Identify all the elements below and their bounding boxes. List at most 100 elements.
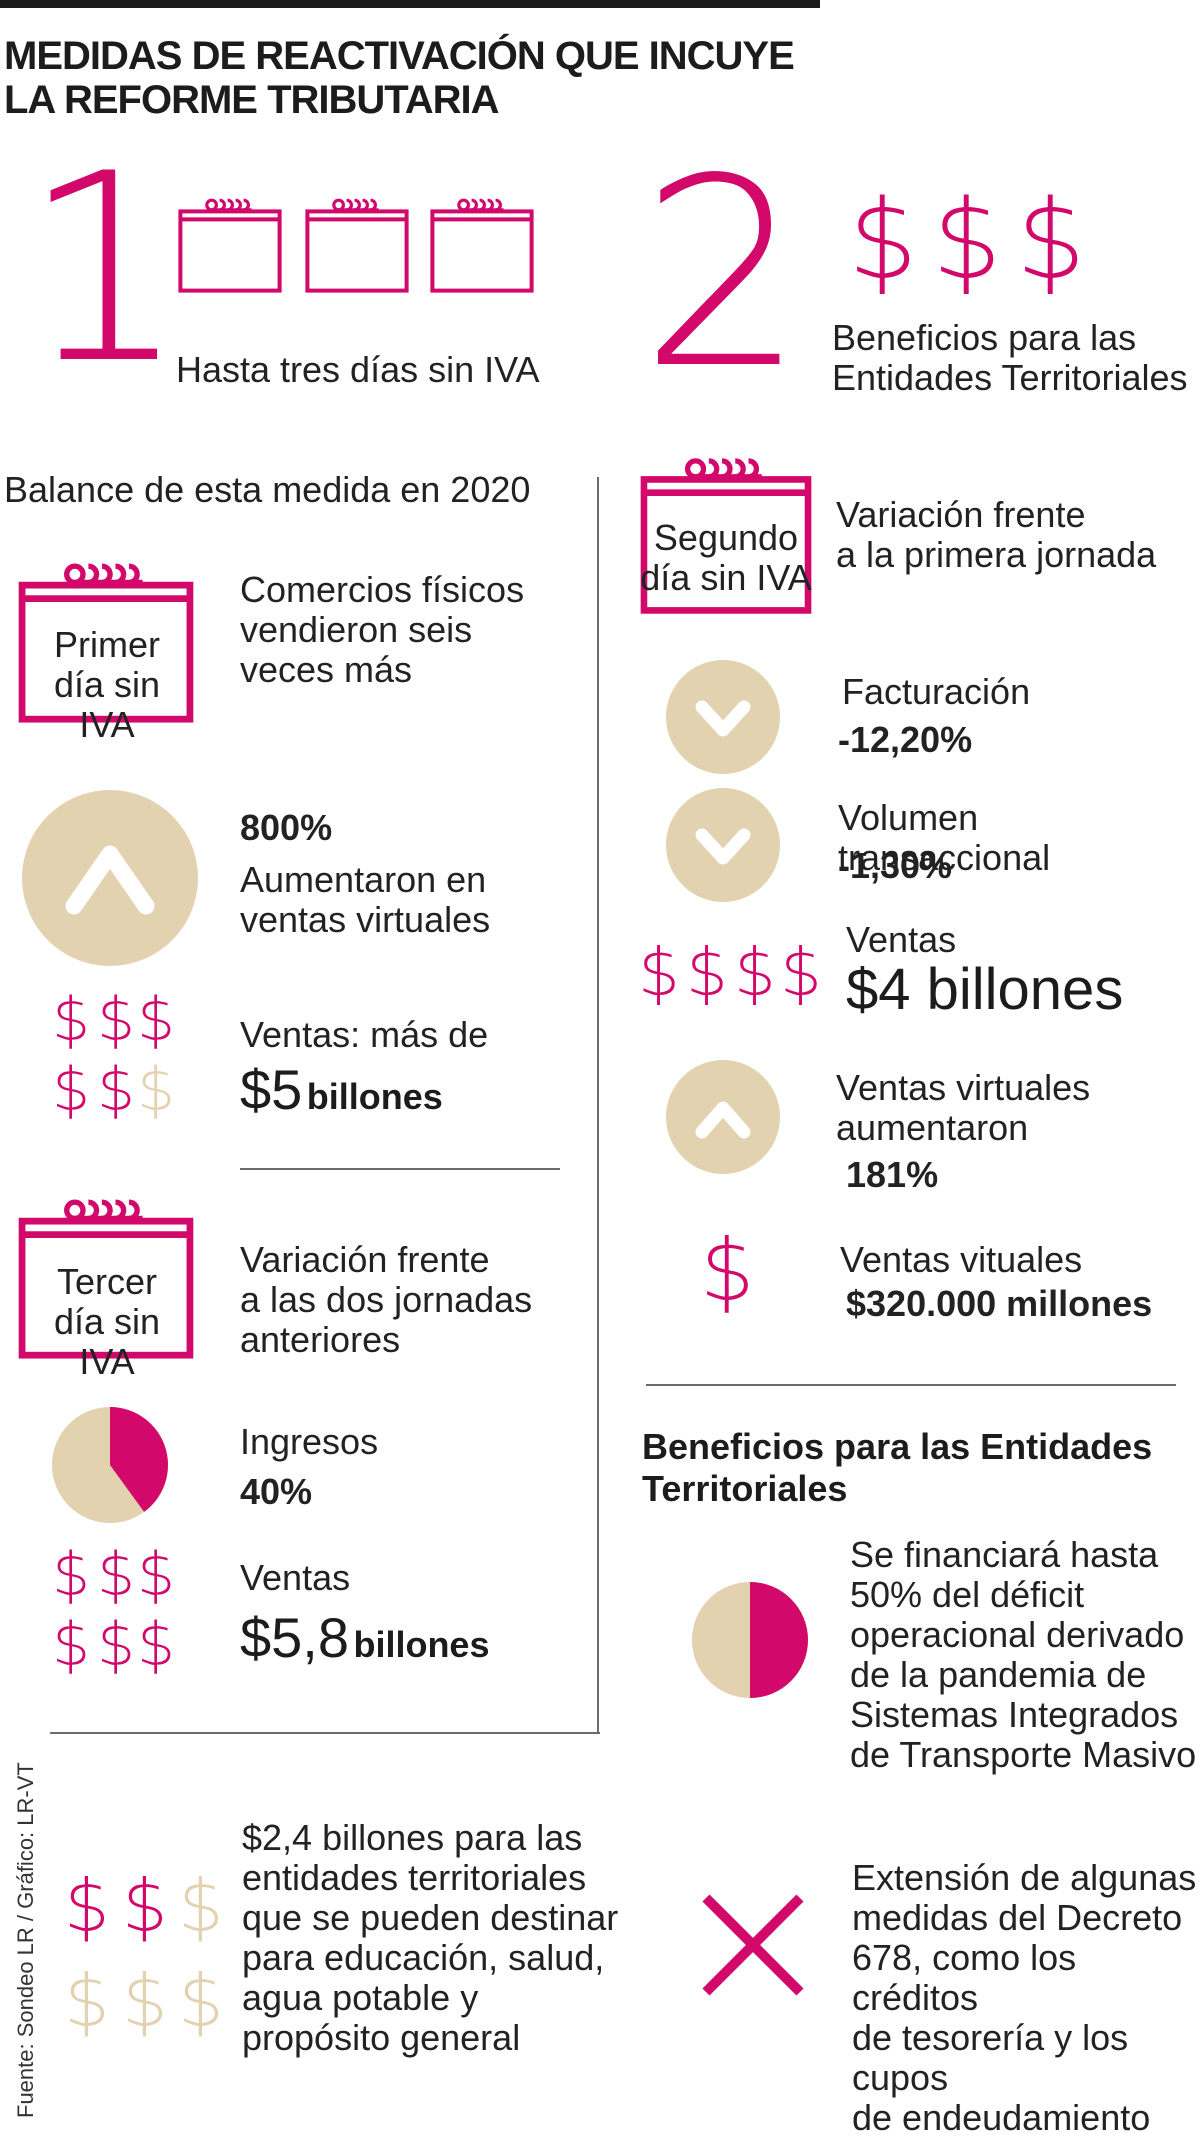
dollar-icon: $: [780, 934, 822, 1011]
first-day-text: Comercios físicos vendieron seis veces m…: [240, 570, 524, 690]
dollar-icon: $: [638, 934, 680, 1011]
third-day-sales-label: Ventas: [240, 1557, 351, 1598]
measure-1-number: 1: [22, 119, 187, 421]
third-day-label: Tercer día sin IVA: [22, 1262, 192, 1382]
page-title-line1: MEDIDAS DE REACTIVACIÓN QUE INCUYE: [4, 34, 795, 78]
dollar-icon: $: [686, 934, 728, 1011]
chevron-up-icon: [666, 1060, 780, 1174]
dollar-icon: $: [932, 176, 1002, 304]
dollar-icon: $: [734, 934, 776, 1011]
territorial-funds-text: $2,4 billones para las entidades territo…: [242, 1818, 618, 2058]
dollar-icon: $: [1016, 176, 1086, 304]
third-day-text-line1: Variación frente: [240, 1239, 490, 1280]
benefit-decree-text: Extensión de algunas medidas del Decreto…: [852, 1858, 1200, 2138]
benefit-financing-text: Se financiará hasta 50% del déficit oper…: [850, 1535, 1196, 1775]
benefit-financing-line4: de la pandemia de: [850, 1654, 1147, 1695]
first-day-pct-text: Aumentaron en ventas virtuales: [240, 860, 490, 940]
territorial-funds-line6: propósito general: [242, 2017, 521, 2058]
third-day-income-label: Ingresos: [240, 1421, 379, 1462]
billing-value: -12,20%: [838, 719, 973, 760]
dollar-icon: $: [64, 1959, 110, 2043]
dollar-icon: $: [700, 1221, 755, 1321]
benefit-decree-line5: de endeudamiento: [852, 2097, 1151, 2138]
territorial-funds-line5: agua potable y: [242, 1977, 479, 2018]
financing-slice: [750, 1582, 808, 1698]
measure-2-caption: Beneficios para las Entidades Territoria…: [832, 318, 1188, 398]
benefit-financing-line3: operacional derivado: [850, 1614, 1185, 1655]
source-note: Fuente: Sondeo LR / Gráfico: LR-VT: [13, 1762, 38, 2118]
dollar-icon: $: [848, 176, 918, 304]
chevron-down-icon: [666, 660, 780, 774]
first-day-sales-unit: billones: [306, 1076, 443, 1117]
first-day-pct-line2: ventas virtuales: [240, 899, 491, 940]
dollar-icon: $: [97, 985, 136, 1055]
benefit-financing-line6: de Transporte Masivo: [850, 1734, 1197, 1775]
dollar-icon: $: [137, 985, 176, 1055]
dollar-icon: $: [137, 1610, 176, 1680]
benefit-decree-line2: medidas del Decreto: [852, 1897, 1183, 1938]
pie-icon: [52, 1407, 168, 1523]
x-icon: [702, 1894, 804, 1996]
second-day-label-line1: Segundo: [653, 517, 799, 558]
dollar-icon: $: [122, 1864, 168, 1948]
territorial-funds-line4: para educación, salud,: [242, 1937, 605, 1978]
second-day-sales-amount: $4 billones: [846, 957, 1124, 1022]
first-day-pct-line1: Aumentaron en: [240, 859, 487, 900]
first-day-sales: $5 billones: [240, 1060, 443, 1120]
second-day-virtual-line1: Ventas virtuales: [836, 1067, 1091, 1108]
dollar-icon: $: [122, 1959, 168, 2043]
first-day-text-line1: Comercios físicos: [240, 569, 525, 610]
benefit-financing-line1: Se financiará hasta: [850, 1534, 1159, 1575]
benefits-heading-line1: Beneficios para las Entidades: [642, 1426, 1153, 1467]
second-day-vsales-value: $320.000 millones: [846, 1283, 1153, 1324]
dollar-icon: $: [178, 1959, 224, 2043]
second-day-label: Segundo día sin IVA: [640, 518, 812, 598]
page-title-line2: LA REFORME TRIBUTARIA: [4, 78, 500, 122]
third-day-label-line2: día sin IVA: [53, 1301, 161, 1382]
third-day-income-pct: 40%: [240, 1471, 313, 1512]
first-day-label-line2: día sin IVA: [53, 664, 161, 745]
measure-1-caption: Hasta tres días sin IVA: [176, 349, 540, 390]
billing-label: Facturación: [842, 671, 1031, 712]
benefit-financing-line2: 50% del déficit: [850, 1574, 1085, 1615]
second-day-virtual-value: 181%: [846, 1154, 939, 1195]
third-day-text-line2: a las dos jornadas: [240, 1279, 533, 1320]
third-day-sales-amount: $5,8: [240, 1606, 349, 1669]
measure-2-caption-line2: Entidades Territoriales: [832, 357, 1188, 398]
calendar-icon: [430, 195, 534, 295]
dollar-icon: $: [52, 1540, 91, 1610]
income-slice: [110, 1407, 168, 1512]
benefits-heading: Beneficios para las Entidades Territoria…: [642, 1426, 1152, 1510]
measure-2-number: 2: [640, 124, 806, 426]
top-rule: [0, 0, 820, 8]
divider: [50, 1732, 600, 1734]
first-day-sales-label: Ventas: más de: [240, 1014, 489, 1055]
page-title: MEDIDAS DE REACTIVACIÓN QUE INCUYE LA RE…: [4, 34, 795, 122]
pie-icon: [692, 1582, 808, 1698]
third-day-text-line3: anteriores: [240, 1319, 401, 1360]
dollar-icon: $: [52, 985, 91, 1055]
dollar-icon: $: [137, 1540, 176, 1610]
balance-heading: Balance de esta medida en 2020: [4, 469, 531, 510]
second-day-text: Variación frente a la primera jornada: [836, 495, 1156, 575]
territorial-funds-line1: $2,4 billones para las: [242, 1817, 583, 1858]
benefit-decree-line4: de tesorería y los cupos: [852, 2017, 1129, 2098]
benefit-decree-line3: 678, como los créditos: [852, 1937, 1077, 2018]
benefits-heading-line2: Territoriales: [642, 1468, 848, 1509]
first-day-label: Primer día sin IVA: [22, 625, 192, 745]
volume-label: Volumen transaccional: [838, 797, 1051, 878]
calendar-icon: [305, 195, 409, 295]
dollar-icon: $: [137, 1055, 176, 1125]
second-day-sales-label: Ventas: [846, 919, 957, 960]
second-day-label-line2: día sin IVA: [640, 557, 812, 598]
dollar-icon: $: [52, 1055, 91, 1125]
first-day-pct: 800%: [240, 807, 333, 848]
chevron-down-icon: [666, 788, 780, 902]
territorial-funds-line2: entidades territoriales: [242, 1857, 587, 1898]
first-day-label-line1: Primer: [54, 624, 160, 665]
third-day-text: Variación frente a las dos jornadas ante…: [240, 1240, 532, 1360]
first-day-text-line3: veces más: [240, 649, 413, 690]
benefit-financing-line5: Sistemas Integrados: [850, 1694, 1179, 1735]
territorial-funds-line3: que se pueden destinar: [242, 1897, 619, 1938]
dollar-icon: $: [97, 1540, 136, 1610]
